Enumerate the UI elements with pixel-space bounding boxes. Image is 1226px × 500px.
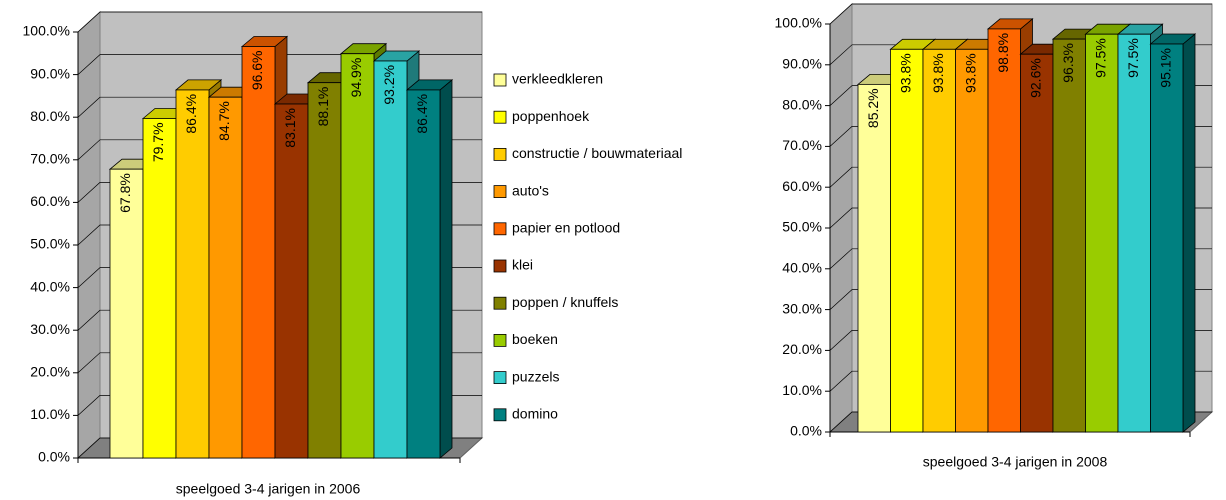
- bar: [208, 96, 243, 459]
- legend-box: [490, 64, 708, 442]
- bar: [857, 83, 891, 433]
- legend-label: constructie / bouwmateriaal: [512, 145, 682, 161]
- bar: [307, 82, 342, 459]
- value-label: 97.5%: [1125, 38, 1141, 78]
- legend-label: verkleedkleren: [512, 71, 603, 87]
- legend-swatch: [493, 259, 507, 273]
- bar: [1085, 33, 1119, 433]
- value-label: 96.3%: [1060, 43, 1076, 83]
- y-tick-label: 90.0%: [30, 65, 70, 81]
- value-label: 93.8%: [962, 53, 978, 93]
- bar: [987, 28, 1021, 433]
- legend-label: poppen / knuffels: [512, 294, 618, 310]
- legend-label: auto's: [512, 182, 549, 198]
- bar: [1117, 33, 1151, 433]
- value-label: 93.8%: [897, 53, 913, 93]
- bar-side: [1182, 33, 1196, 433]
- legend-swatch: [493, 222, 507, 236]
- legend-swatch: [493, 408, 507, 422]
- bar: [340, 53, 375, 459]
- legend-label: poppenhoek: [512, 108, 590, 124]
- y-tick-label: 70.0%: [782, 137, 822, 153]
- value-label: 94.9%: [348, 58, 364, 98]
- bar: [1020, 53, 1054, 433]
- value-label: 83.1%: [282, 108, 298, 148]
- bar: [406, 89, 441, 459]
- bar: [1052, 38, 1086, 433]
- y-tick-label: 50.0%: [30, 236, 70, 252]
- value-label: 88.1%: [315, 87, 331, 127]
- value-label: 97.5%: [1092, 38, 1108, 78]
- legend-swatch: [493, 296, 507, 310]
- bar: [175, 89, 210, 459]
- value-label: 79.7%: [150, 122, 166, 162]
- legend-label: boeken: [512, 331, 558, 347]
- y-tick-label: 30.0%: [782, 300, 822, 316]
- value-label: 85.2%: [865, 88, 881, 128]
- value-label: 86.4%: [183, 94, 199, 134]
- y-tick-label: 20.0%: [782, 341, 822, 357]
- legend-label: klei: [512, 257, 533, 273]
- legend-swatch: [493, 147, 507, 161]
- y-tick-label: 30.0%: [30, 321, 70, 337]
- bar: [241, 46, 276, 459]
- bar: [922, 48, 956, 433]
- y-tick-label: 10.0%: [782, 382, 822, 398]
- y-tick-label: 0.0%: [38, 449, 70, 465]
- y-tick-label: 40.0%: [782, 260, 822, 276]
- x-category-label: speelgoed 3-4 jarigen in 2008: [923, 454, 1108, 470]
- legend-label: papier en potlood: [512, 220, 620, 236]
- legend-swatch: [493, 110, 507, 124]
- y-tick-label: 50.0%: [782, 219, 822, 235]
- legend-swatch: [493, 371, 507, 385]
- legend-swatch: [493, 185, 507, 199]
- bar: [890, 48, 924, 433]
- value-label: 95.1%: [1157, 48, 1173, 88]
- x-category-label: speelgoed 3-4 jarigen in 2006: [176, 481, 361, 497]
- y-tick-label: 10.0%: [30, 406, 70, 422]
- y-tick-label: 40.0%: [30, 278, 70, 294]
- y-tick-label: 80.0%: [30, 108, 70, 124]
- legend-swatch: [493, 333, 507, 347]
- grid-line: [77, 11, 482, 33]
- bar-side: [439, 79, 453, 459]
- y-tick-label: 0.0%: [790, 423, 822, 439]
- value-label: 96.6%: [249, 50, 265, 90]
- bar: [142, 118, 177, 459]
- value-label: 98.8%: [995, 33, 1011, 73]
- y-tick-label: 100.0%: [775, 15, 822, 31]
- legend-label: puzzels: [512, 368, 559, 384]
- y-tick-label: 80.0%: [782, 96, 822, 112]
- bar: [274, 103, 309, 459]
- y-tick-label: 60.0%: [30, 193, 70, 209]
- value-label: 86.4%: [414, 94, 430, 134]
- bar: [109, 168, 144, 459]
- bar: [955, 48, 989, 433]
- y-tick-label: 70.0%: [30, 151, 70, 167]
- value-label: 67.8%: [117, 173, 133, 213]
- legend-label: domino: [512, 406, 558, 422]
- grid-line: [829, 3, 1212, 25]
- y-tick-label: 20.0%: [30, 364, 70, 380]
- legend-swatch: [493, 73, 507, 87]
- bar: [1150, 43, 1184, 433]
- value-label: 93.2%: [381, 65, 397, 105]
- value-label: 84.7%: [216, 101, 232, 141]
- chart: 0.0% 10.0% 20.0% 30.0% 40.0% 50.0% 60.0% 70.0% 8…: [23, 10, 708, 497]
- y-tick-label: 60.0%: [782, 178, 822, 194]
- y-tick-label: 90.0%: [782, 56, 822, 72]
- chart: 0.0% 10.0% 20.0% 30.0% 40.0% 50.0% 60.0% 70.0% 8…: [775, 2, 1214, 470]
- bar: [373, 60, 408, 459]
- value-label: 93.8%: [930, 53, 946, 93]
- y-tick-label: 100.0%: [23, 23, 70, 39]
- value-label: 92.6%: [1027, 58, 1043, 98]
